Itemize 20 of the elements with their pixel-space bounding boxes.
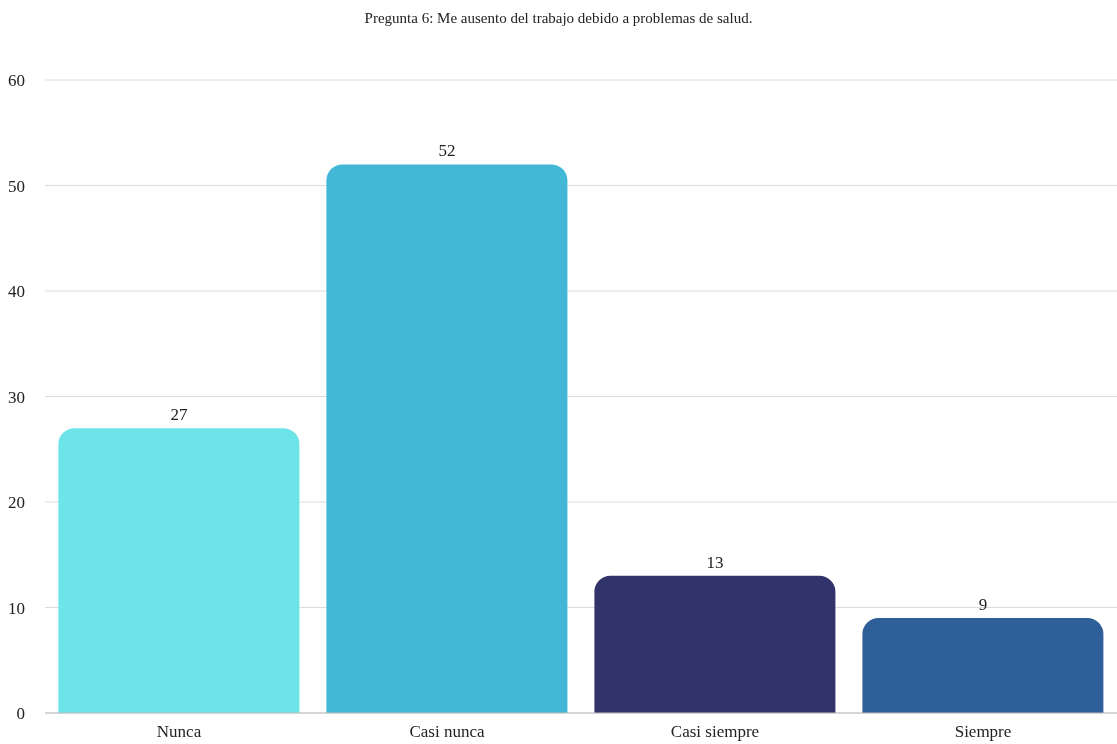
- data-label: 52: [438, 141, 456, 161]
- y-tick-label: 0: [16, 704, 25, 724]
- x-tick-label: Siempre: [954, 722, 1012, 742]
- x-tick-label: Casi siempre: [670, 722, 760, 742]
- y-tick-label: 40: [8, 282, 25, 302]
- chart-title: Pregunta 6: Me ausento del trabajo debido a problemas de salud.: [363, 9, 754, 28]
- bar: [326, 164, 568, 713]
- y-tick-label: 30: [8, 387, 25, 407]
- y-tick-label: 50: [8, 176, 25, 196]
- y-tick-label: 10: [8, 598, 25, 618]
- x-tick-label: Nunca: [156, 722, 202, 742]
- data-label: 13: [706, 552, 724, 572]
- bar: [58, 428, 300, 713]
- data-label: 9: [978, 595, 988, 615]
- x-tick-label: Casi nunca: [409, 722, 485, 742]
- y-tick-label: 60: [8, 71, 25, 91]
- bar: [594, 575, 836, 713]
- y-tick-label: 20: [8, 493, 25, 513]
- data-label: 27: [170, 405, 188, 425]
- bar: [862, 618, 1104, 713]
